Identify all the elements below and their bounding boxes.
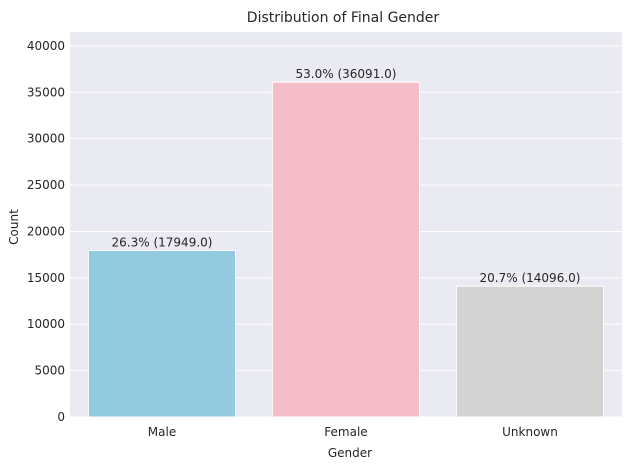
- bar-unknown: [455, 285, 605, 418]
- x-axis-ticks: Male Female Unknown: [148, 425, 558, 439]
- y-tick-label: 30000: [27, 132, 65, 146]
- data-label-male: 26.3% (17949.0): [112, 235, 213, 249]
- y-tick-label: 5000: [34, 364, 65, 378]
- y-tick-label: 15000: [27, 271, 65, 285]
- bar-female: [271, 81, 421, 418]
- y-tick-label: 20000: [27, 224, 65, 238]
- data-labels: 26.3% (17949.0) 53.0% (36091.0) 20.7% (140…: [112, 67, 581, 285]
- y-tick-label: 0: [57, 410, 65, 424]
- data-label-unknown: 20.7% (14096.0): [480, 271, 581, 285]
- x-tick-label: Male: [148, 425, 176, 439]
- bar-male: [87, 249, 237, 418]
- data-label-female: 53.0% (36091.0): [296, 67, 397, 81]
- chart-title: Distribution of Final Gender: [247, 10, 440, 26]
- y-tick-label: 35000: [27, 85, 65, 99]
- x-tick-label: Female: [324, 425, 367, 439]
- bars: [87, 81, 605, 418]
- y-axis-ticks: 0 5000 10000 15000 20000 25000 30000 35000 40000: [27, 39, 65, 424]
- x-axis-label: Gender: [328, 446, 372, 460]
- y-tick-label: 40000: [27, 39, 65, 53]
- x-tick-label: Unknown: [502, 425, 558, 439]
- y-axis-label: Count: [7, 209, 21, 245]
- y-tick-label: 25000: [27, 178, 65, 192]
- y-tick-label: 10000: [27, 317, 65, 331]
